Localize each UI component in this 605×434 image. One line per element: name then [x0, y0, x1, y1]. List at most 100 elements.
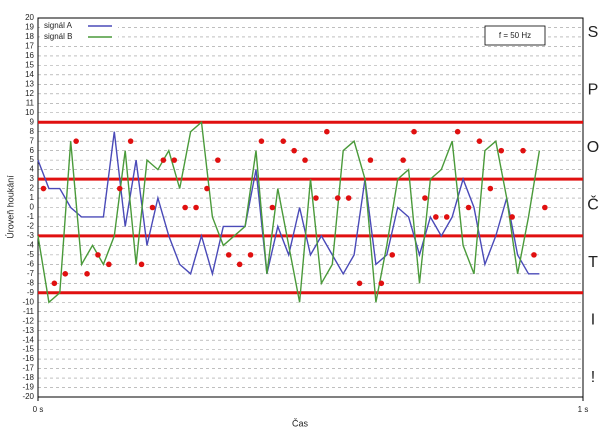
red-dot — [258, 138, 265, 144]
y-tick-label: 8 — [30, 127, 35, 136]
red-dot — [84, 271, 90, 277]
legend: signál A signál B — [40, 20, 118, 42]
y-axis-label: Úroveň houkání — [5, 175, 15, 239]
red-dot — [422, 195, 428, 201]
y-tick-label: -5 — [27, 250, 35, 259]
red-dot — [302, 157, 308, 163]
red-dot — [280, 138, 287, 144]
y-tick-label: -18 — [22, 373, 34, 382]
side-letter: O — [587, 139, 599, 156]
red-dot — [531, 252, 537, 258]
y-tick-label: -4 — [27, 241, 35, 250]
y-tick-label: -19 — [22, 383, 34, 392]
x-axis-label: Čas — [292, 418, 309, 428]
red-dot — [443, 214, 450, 220]
red-dot — [476, 138, 483, 144]
y-tick-label: -13 — [22, 326, 34, 335]
red-dot — [433, 214, 439, 220]
y-tick-label: -6 — [27, 259, 35, 268]
side-letter: S — [588, 24, 599, 41]
y-tick-label: 18 — [25, 32, 34, 41]
red-dot — [269, 204, 276, 211]
y-tick-label: 11 — [26, 98, 35, 107]
y-tick-label: 16 — [25, 51, 34, 60]
y-tick-label: -8 — [27, 278, 35, 287]
y-tick-label: 19 — [25, 23, 34, 32]
red-dot — [127, 138, 134, 144]
plot-frame — [37, 17, 584, 398]
y-tick-label: -15 — [22, 345, 34, 354]
y-tick-label: 10 — [25, 108, 34, 117]
signal-line — [37, 120, 541, 304]
red-dot — [334, 195, 341, 201]
red-dot — [106, 261, 112, 268]
y-tick-label: -11 — [23, 307, 35, 316]
red-dot — [291, 147, 297, 154]
y-tick-label: 5 — [30, 155, 35, 164]
red-dot — [236, 261, 243, 268]
red-dot — [542, 204, 548, 211]
red-dot — [367, 157, 374, 163]
y-tick-label: 2 — [30, 184, 35, 193]
y-tick-label: 13 — [25, 79, 34, 88]
red-dot — [411, 128, 417, 135]
red-dot — [454, 128, 461, 135]
red-dot — [160, 157, 167, 163]
y-tick-label: -16 — [22, 354, 34, 363]
y-tick-label: -17 — [22, 364, 34, 373]
y-tick-label: -14 — [22, 335, 34, 344]
side-letter: T — [588, 254, 598, 271]
y-tick-label: -20 — [22, 392, 34, 401]
y-tick-label: 7 — [30, 136, 35, 145]
side-letter: Č — [587, 195, 599, 214]
y-tick-label: -3 — [27, 231, 35, 240]
y-tick-label: -10 — [22, 297, 34, 306]
y-tick-label: 12 — [25, 89, 34, 98]
side-letter: I — [591, 312, 595, 329]
red-dot — [40, 185, 47, 192]
y-tick-label: -1 — [27, 212, 35, 221]
red-dot — [345, 195, 352, 201]
y-tick-label: -7 — [27, 269, 35, 278]
red-dot — [95, 252, 101, 258]
y-tick-label: -12 — [22, 316, 34, 325]
red-dot — [62, 271, 69, 277]
y-tick-label: 6 — [30, 146, 35, 155]
red-dot — [215, 157, 221, 163]
red-dot — [149, 204, 156, 211]
red-dot — [116, 185, 123, 192]
legend-label: signál A — [44, 21, 73, 30]
red-dot — [520, 147, 526, 154]
y-tick-label: 14 — [25, 70, 34, 79]
red-dot — [225, 252, 232, 258]
red-dot — [73, 138, 79, 144]
red-dot — [324, 128, 330, 135]
legend-label: signál B — [44, 32, 72, 41]
red-dot — [400, 157, 406, 163]
red-dot — [498, 147, 505, 154]
red-dot — [51, 280, 58, 287]
red-dot — [356, 280, 363, 287]
y-tick-label: 1 — [30, 193, 35, 202]
red-dot — [378, 280, 385, 287]
side-letter: ! — [591, 369, 595, 386]
red-dot — [204, 185, 210, 192]
y-tick-label: 20 — [25, 13, 34, 22]
annotation-box — [484, 25, 546, 46]
red-dot — [465, 204, 472, 211]
y-tick-label: 3 — [30, 174, 35, 183]
red-dot — [389, 252, 396, 258]
signal-line — [37, 131, 540, 277]
y-tick-label: 0 — [30, 203, 35, 212]
red-dot — [313, 195, 319, 201]
side-letter: P — [588, 82, 599, 99]
x-tick-label: 0 s — [33, 405, 44, 414]
annotation: f = 50 Hz — [499, 31, 531, 40]
x-tick-label: 1 s — [578, 405, 589, 414]
red-dot — [171, 157, 178, 163]
red-dot — [182, 204, 188, 211]
y-tick-label: 17 — [25, 42, 34, 51]
red-dot — [193, 204, 199, 211]
y-tick-label: -2 — [27, 222, 35, 231]
